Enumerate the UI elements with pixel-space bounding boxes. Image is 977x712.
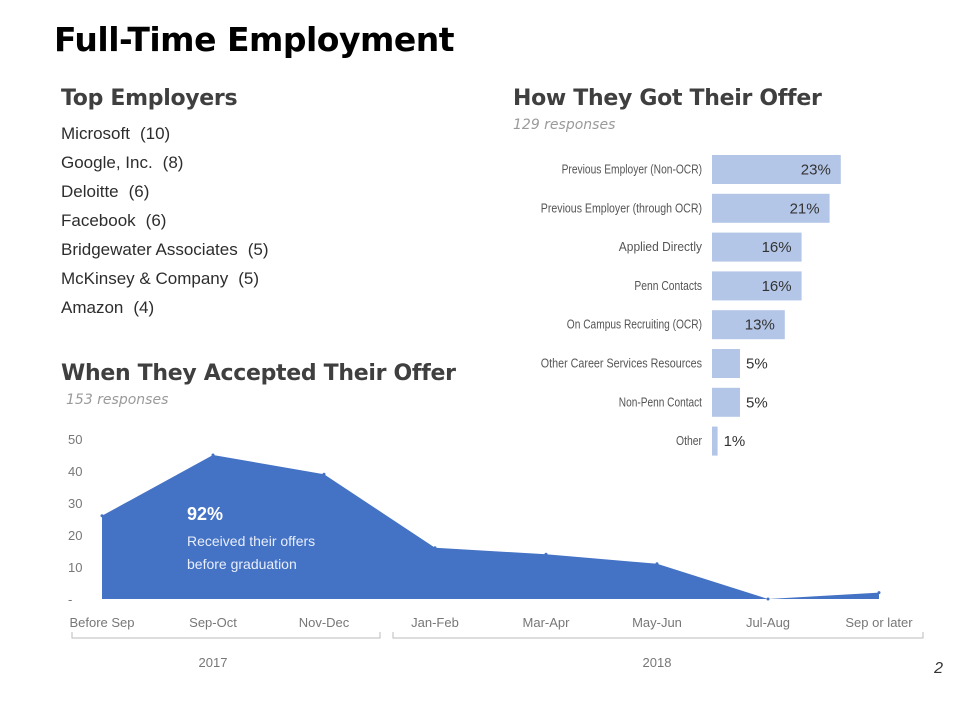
employer-name: Microsoft	[61, 124, 130, 143]
annotation-text: Received their offers	[187, 533, 315, 549]
bar-value-label: 16%	[762, 278, 792, 295]
bar	[712, 271, 802, 301]
employer-item: Amazon (4)	[61, 293, 268, 322]
x-tick-label: Jul-Aug	[746, 615, 790, 630]
employer-count: (4)	[133, 298, 155, 317]
area-point	[877, 591, 881, 595]
bar	[712, 426, 718, 456]
employer-item: Bridgewater Associates (5)	[61, 235, 268, 264]
bar	[712, 155, 841, 184]
annotation-value: 92%	[187, 504, 223, 524]
bar-value-label: 16%	[762, 239, 792, 256]
page-number: 2	[934, 660, 943, 677]
area-series	[102, 455, 879, 599]
bar-value-label: 23%	[801, 162, 831, 179]
annotation-text: before graduation	[187, 556, 297, 572]
x-tick-label: Nov-Dec	[299, 615, 350, 630]
bar-category-label: Non-Penn Contact	[619, 394, 703, 409]
employer-item: McKinsey & Company (5)	[61, 264, 268, 293]
area-point	[322, 472, 326, 476]
employer-name: Amazon	[61, 298, 124, 317]
area-point	[100, 514, 104, 518]
bar-category-label: Other	[676, 433, 703, 448]
y-tick-label: 40	[68, 464, 82, 479]
y-tick-label: 10	[68, 560, 82, 575]
employer-name: Bridgewater Associates	[61, 240, 238, 259]
page-title: Full-Time Employment	[54, 20, 455, 59]
employer-count: (10)	[139, 124, 171, 143]
bar-value-label: 5%	[746, 394, 768, 411]
x-tick-label: Jan-Feb	[411, 615, 459, 630]
top-employers-title: Top Employers	[61, 86, 238, 111]
y-tick-label: -	[68, 592, 72, 607]
area-point	[655, 562, 659, 566]
bar-value-label: 21%	[790, 200, 820, 217]
accept-chart-responses: 153 responses	[66, 392, 169, 408]
accept-chart-title: When They Accepted Their Offer	[61, 361, 456, 386]
employer-name: Deloitte	[61, 182, 119, 201]
employer-count: (5)	[238, 269, 260, 288]
area-point	[544, 552, 548, 556]
employer-item: Facebook (6)	[61, 206, 268, 235]
x-tick-label: Sep-Oct	[189, 615, 237, 630]
bar	[712, 310, 785, 340]
bar	[712, 387, 740, 417]
offer-chart-responses: 129 responses	[513, 117, 616, 133]
x-tick-label: Before Sep	[69, 615, 134, 630]
area-point	[766, 597, 770, 601]
x-tick-label: May-Jun	[632, 615, 682, 630]
employer-item: Google, Inc. (8)	[61, 148, 268, 177]
year-bracket	[71, 632, 381, 639]
y-tick-label: 50	[68, 432, 82, 447]
bar-category-label: Other Career Services Resources	[541, 356, 703, 371]
area-point	[433, 546, 437, 550]
bar-category-label: Previous Employer (through OCR)	[541, 200, 702, 215]
y-tick-label: 20	[68, 528, 82, 543]
top-employers-list: Microsoft (10) Google, Inc. (8) Deloitte (6…	[61, 119, 268, 322]
bar-category-label: Penn Contacts	[634, 278, 702, 293]
bar-value-label: 5%	[746, 356, 768, 373]
bar	[712, 232, 802, 262]
bar-category-label: Applied Directly	[619, 239, 703, 254]
employer-name: Google, Inc.	[61, 153, 153, 172]
employer-item: Microsoft (10)	[61, 119, 268, 148]
y-tick-label: 30	[68, 496, 82, 511]
bar-value-label: 1%	[724, 433, 746, 450]
bar-category-label: Previous Employer (Non-OCR)	[562, 162, 702, 177]
bar-value-label: 13%	[745, 317, 775, 334]
employer-name: Facebook	[61, 211, 136, 230]
year-label: 2018	[643, 655, 672, 670]
year-bracket	[392, 632, 924, 639]
x-tick-label: Sep or later	[845, 615, 913, 630]
employer-count: (5)	[247, 240, 269, 259]
bar-category-label: On Campus Recruiting (OCR)	[567, 317, 702, 332]
area-point	[211, 453, 215, 457]
x-tick-label: Mar-Apr	[523, 615, 571, 630]
bar	[712, 349, 740, 378]
employer-name: McKinsey & Company	[61, 269, 229, 288]
employer-count: (8)	[162, 153, 184, 172]
year-label: 2017	[199, 655, 228, 670]
employer-count: (6)	[145, 211, 167, 230]
employer-count: (6)	[128, 182, 150, 201]
bar	[712, 193, 830, 223]
offer-chart-title: How They Got Their Offer	[513, 86, 822, 111]
employer-item: Deloitte (6)	[61, 177, 268, 206]
